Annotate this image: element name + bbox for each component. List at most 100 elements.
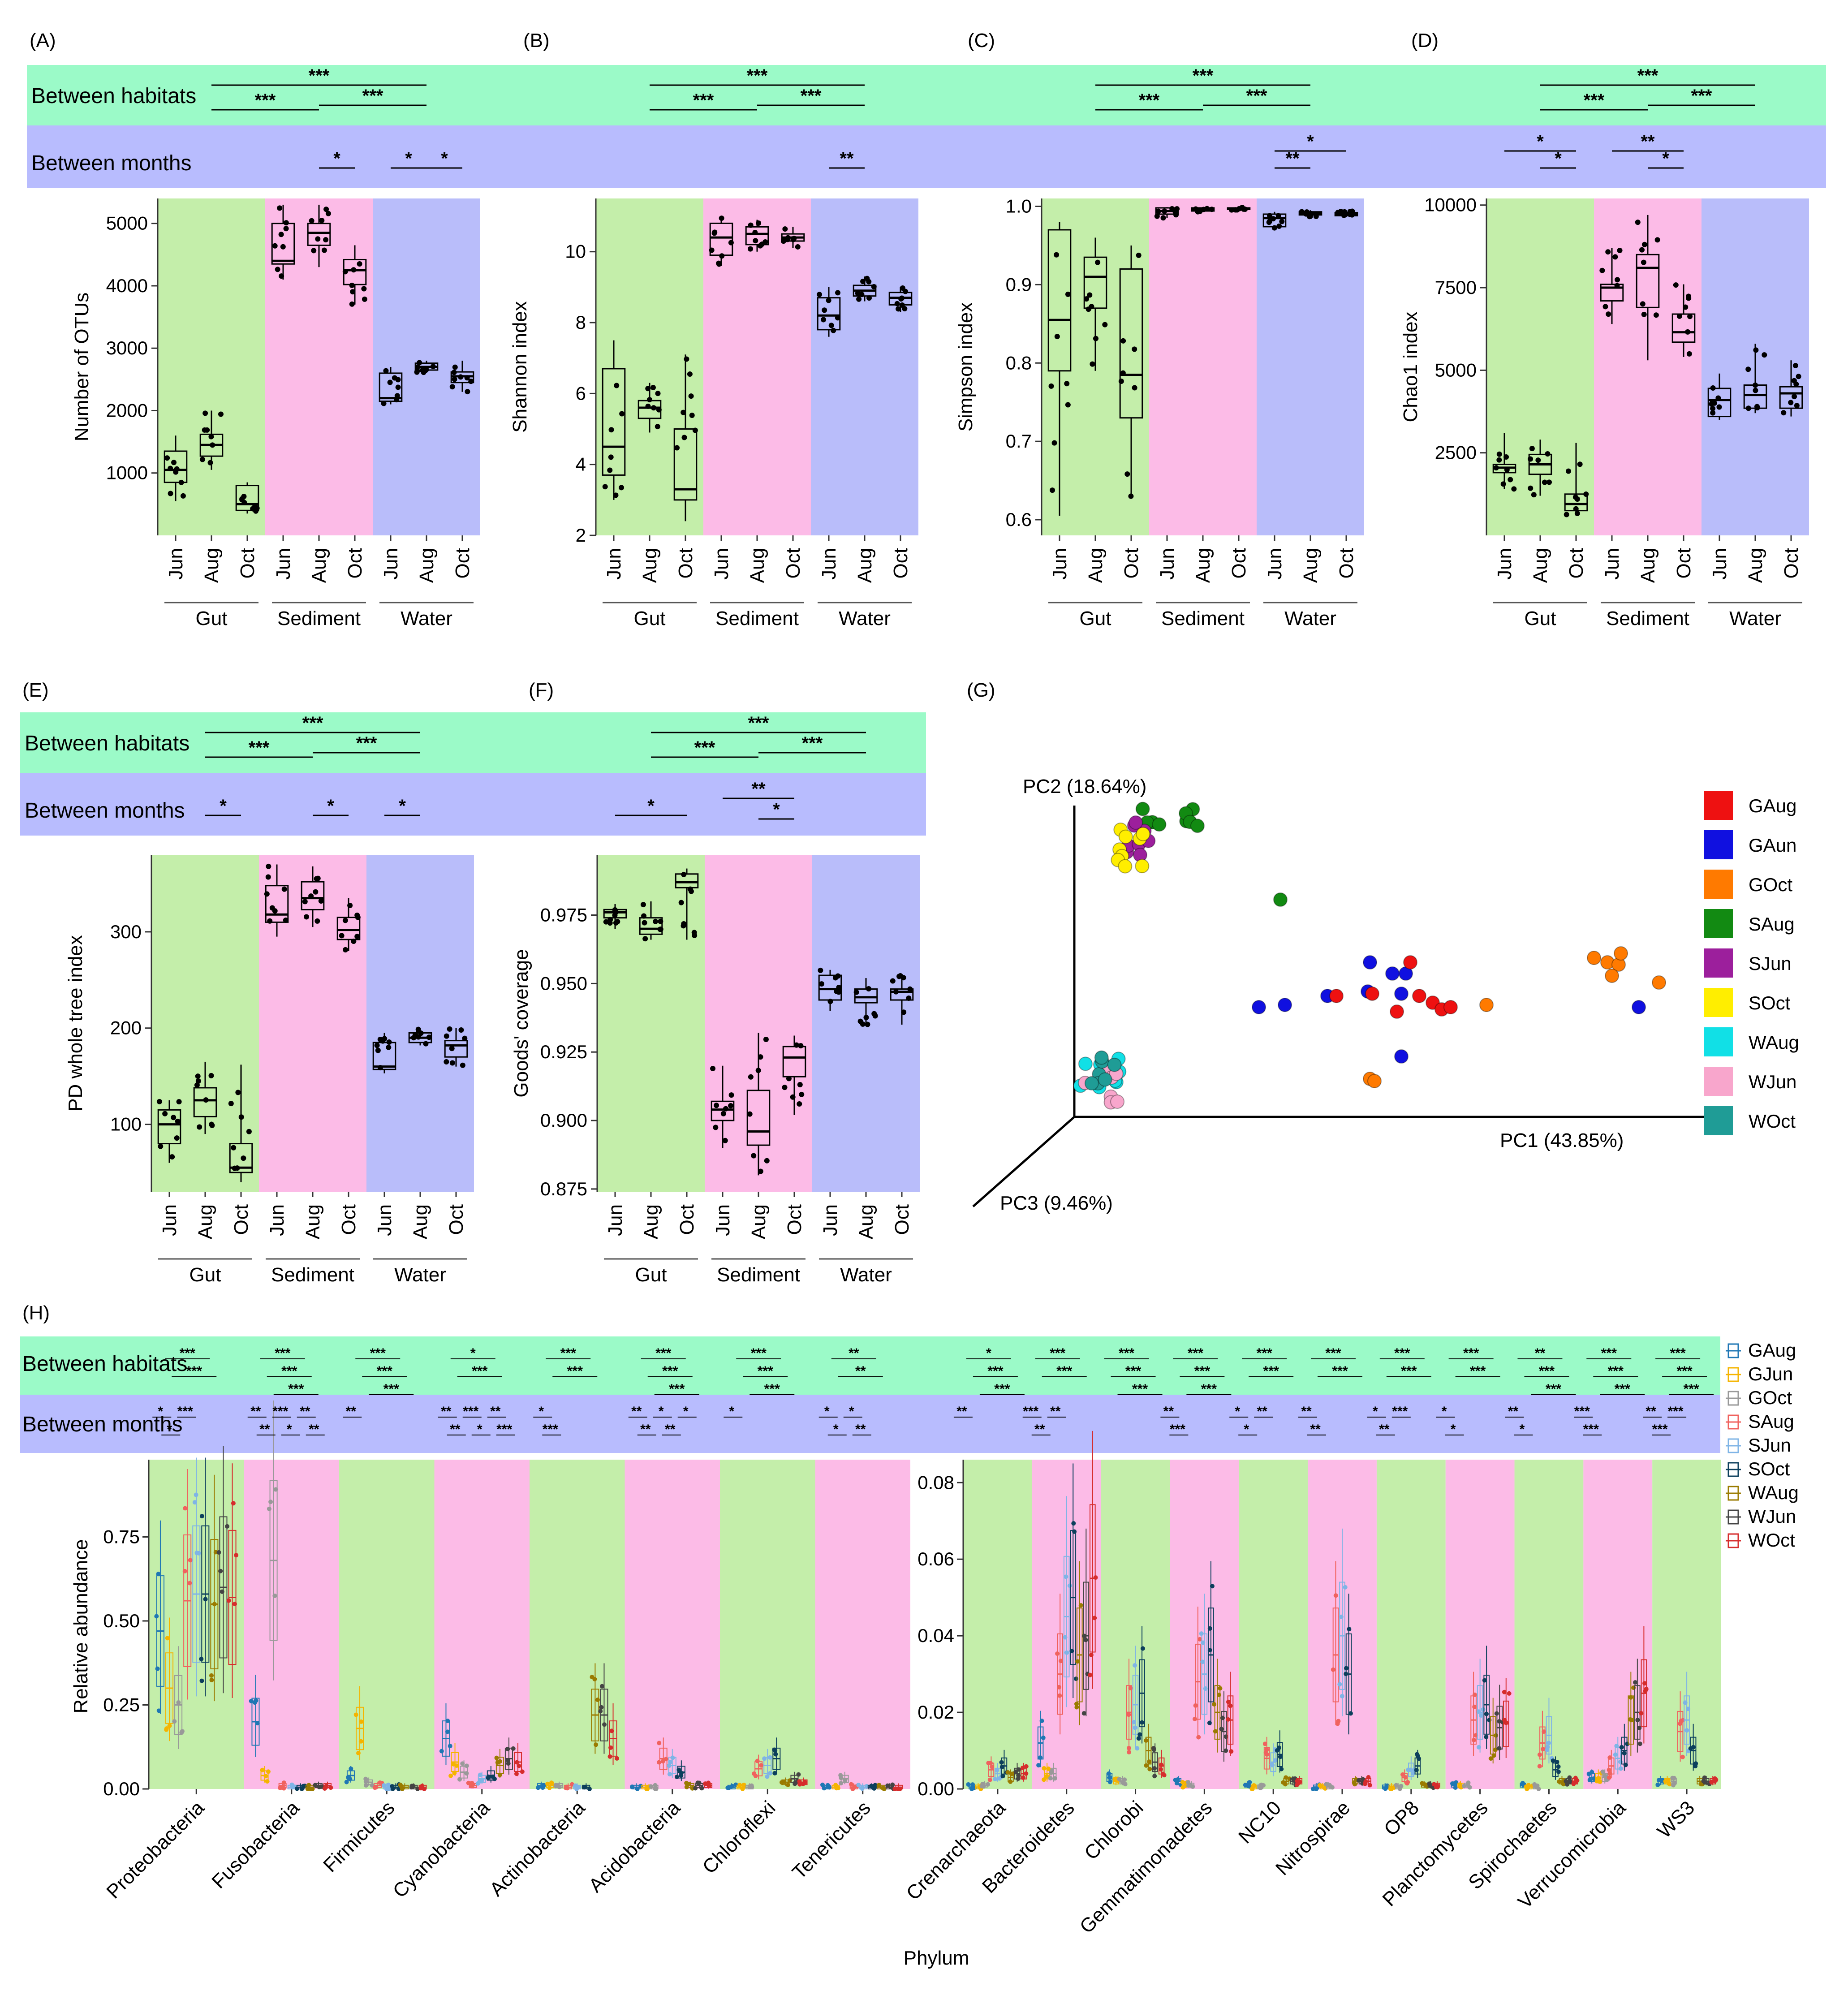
months-band — [926, 125, 1379, 188]
series-box-wjun — [216, 1446, 230, 1694]
data-point — [656, 407, 662, 413]
data-point — [1716, 404, 1722, 410]
panel-g: (G) PC1 (43.85%) PC2 (18.64%) PC3 (9.46%) GA… — [967, 679, 1799, 1214]
series-box-wjun — [693, 1780, 704, 1791]
data-point — [688, 888, 694, 894]
sig-stars: *** — [1394, 1346, 1410, 1361]
data-point — [795, 244, 801, 250]
series-box-woct — [892, 1783, 903, 1791]
data-point — [1408, 1767, 1413, 1772]
data-point — [1136, 252, 1142, 258]
panel-label: (B) — [523, 30, 550, 52]
sig-stars: * — [399, 796, 406, 816]
data-point — [1590, 1770, 1594, 1775]
panel-b: (B) 2 4 6 8 10 Shannon index Jun Aug Oct Jun Aug Oct… — [478, 30, 931, 629]
data-point — [1127, 1750, 1132, 1754]
data-point — [1054, 252, 1060, 258]
pcoa-point-gaun — [1252, 1000, 1266, 1014]
pcoa-point-saug — [1273, 892, 1288, 907]
data-point — [697, 1780, 702, 1785]
series-box-woct — [322, 1781, 333, 1791]
data-point — [1467, 1785, 1472, 1790]
data-point — [703, 1781, 708, 1786]
sig-stars: *** — [275, 1346, 290, 1361]
data-point — [272, 1593, 277, 1598]
data-point — [607, 467, 613, 473]
data-point — [763, 1037, 769, 1043]
phylum-label: Tenericutes — [788, 1797, 875, 1883]
series-box-gaug — [439, 1703, 452, 1765]
data-point — [1607, 1767, 1611, 1772]
data-point — [314, 918, 320, 924]
data-point — [1753, 382, 1758, 388]
data-point — [709, 247, 715, 253]
data-point — [462, 1035, 468, 1041]
data-point — [448, 1744, 452, 1749]
data-point — [1653, 312, 1659, 318]
pcoa-point-saug — [1135, 802, 1150, 816]
sig-stars: *** — [1325, 1346, 1341, 1361]
data-point — [452, 364, 458, 370]
y-tick-label: 0.900 — [540, 1110, 587, 1131]
data-point — [827, 999, 833, 1004]
data-point — [820, 1782, 825, 1787]
data-point — [495, 1760, 500, 1765]
data-point — [1500, 481, 1506, 487]
data-point — [1535, 457, 1541, 463]
data-point — [447, 1026, 452, 1032]
data-point — [885, 1783, 890, 1788]
data-point — [985, 1782, 990, 1787]
box-iqr — [602, 368, 626, 476]
data-point — [594, 1742, 599, 1747]
x-category-label: Oct — [1673, 548, 1695, 578]
data-point — [319, 218, 325, 224]
data-point — [866, 295, 872, 301]
data-point — [753, 238, 758, 244]
data-point — [835, 315, 840, 321]
data-point — [1542, 1729, 1546, 1734]
box-water-jun — [818, 967, 842, 1011]
data-point — [156, 1572, 161, 1577]
series-box-woct — [703, 1780, 713, 1789]
box-sediment-oct — [1671, 282, 1696, 357]
data-point — [1118, 378, 1124, 384]
data-point — [764, 1158, 770, 1164]
y-tick-label: 0.00 — [918, 1778, 954, 1799]
data-point — [419, 367, 425, 373]
data-point — [194, 1492, 198, 1497]
phylum-bg — [530, 1460, 625, 1789]
data-point — [350, 289, 356, 295]
data-point — [164, 455, 170, 461]
pcoa-point-goct — [1652, 975, 1666, 990]
legend-item-sjun: SJun — [1726, 1435, 1791, 1456]
panel-h: (H) Between habitats Between months Phylum R… — [20, 1302, 1799, 1969]
sig-stars: *** — [186, 1364, 202, 1379]
data-point — [1120, 370, 1126, 376]
data-point — [856, 296, 862, 302]
data-point — [613, 909, 619, 915]
data-point — [180, 1729, 185, 1734]
habitats-band — [20, 1336, 1720, 1395]
pcoa-point-waug — [1078, 1056, 1093, 1071]
data-point — [831, 328, 836, 333]
pcoa-point-gaug — [1329, 989, 1344, 1003]
box-gut-oct — [675, 868, 699, 940]
data-point — [651, 405, 657, 411]
data-point — [1343, 1585, 1348, 1590]
box-gut-aug — [199, 410, 224, 470]
data-point — [347, 902, 353, 908]
series-box-saug — [1331, 1561, 1341, 1726]
group-label: Water — [840, 1264, 892, 1286]
pcoa-point-woct — [1084, 1076, 1099, 1090]
pc1-label: PC1 (43.85%) — [1500, 1129, 1624, 1151]
y-tick-label: 0.9 — [1006, 274, 1032, 295]
data-point — [997, 1776, 1002, 1781]
series-box-gjun — [831, 1783, 840, 1791]
data-point — [1279, 1767, 1284, 1771]
data-point — [1344, 1666, 1348, 1671]
y-tick-label: 0.975 — [540, 905, 587, 926]
series-box-soct — [1207, 1561, 1215, 1725]
data-point — [228, 1101, 234, 1107]
sig-stars: ** — [1535, 1346, 1546, 1361]
sig-stars: *** — [1668, 1404, 1684, 1419]
